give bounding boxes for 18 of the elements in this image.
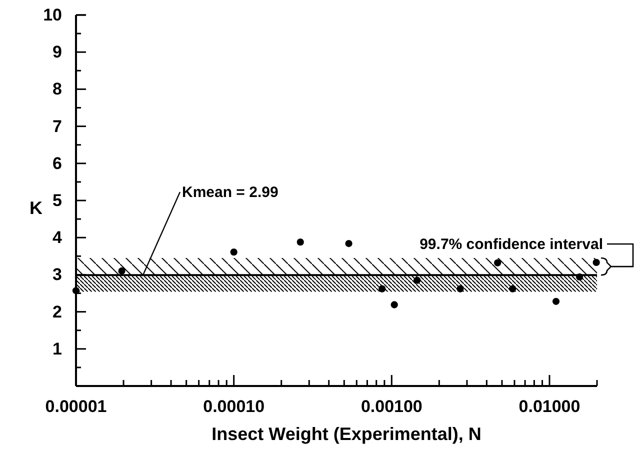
y-tick-label: 2 [52, 302, 62, 322]
x-tick-label: 0.00100 [360, 397, 422, 416]
x-tick-label: 0.01000 [518, 397, 580, 416]
y-tick-label: 4 [52, 228, 63, 248]
band-label: 99.7% confidence interval [420, 236, 603, 254]
x-tick-label: 0.00001 [45, 397, 107, 416]
y-axis-title: K [30, 198, 42, 218]
y-tick-label: 7 [52, 116, 62, 136]
y-tick-label: 10 [43, 5, 62, 24]
y-tick-label: 8 [52, 80, 62, 99]
y-tick-label: 1 [52, 339, 62, 358]
y-tick-label: 6 [52, 154, 62, 173]
y-tick-label: 3 [52, 265, 62, 284]
y-tick-label: 5 [52, 190, 62, 210]
x-axis-title: Insect Weight (Experimental), N [212, 424, 482, 444]
ref-line-label: Kmean = 2.99 [182, 184, 278, 201]
x-tick-label: 0.00010 [203, 397, 265, 416]
y-tick-label: 9 [52, 42, 62, 62]
